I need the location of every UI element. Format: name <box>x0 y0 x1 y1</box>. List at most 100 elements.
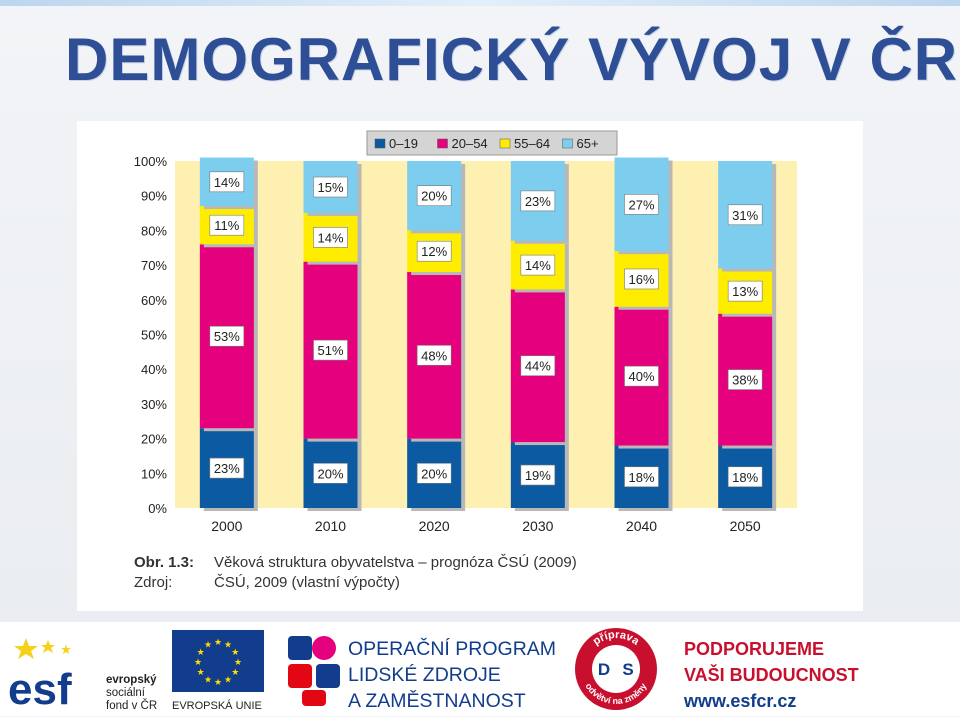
data-label-box <box>313 462 348 484</box>
data-label: 38% <box>732 373 758 388</box>
y-tick-label: 30% <box>141 397 167 412</box>
eu-star-icon: ★ <box>231 667 239 677</box>
y-tick-label: 50% <box>141 328 167 343</box>
caption-figure-text: Věková struktura obyvatelstva – prognóza… <box>214 554 577 571</box>
eu-flag-logo: ★ ★ ★ ★ ★ ★ ★ ★ ★ ★ ★ ★ EVROPSKÁ UNIE <box>172 630 264 712</box>
data-label: 18% <box>628 470 654 485</box>
data-label: 20% <box>421 189 447 204</box>
data-label-box <box>209 325 245 347</box>
x-tick-label: 2000 <box>211 518 242 534</box>
eu-star-icon: ★ <box>204 674 212 684</box>
data-label: 48% <box>421 348 447 363</box>
data-label: 18% <box>732 470 758 485</box>
eu-star-icon: ★ <box>224 674 232 684</box>
legend-label: 20–54 <box>452 136 488 151</box>
data-label-box <box>624 268 659 290</box>
data-label-box <box>727 369 763 390</box>
x-tick-label: 2020 <box>419 518 450 534</box>
legend-label: 55–64 <box>514 136 550 151</box>
data-label-box <box>624 466 659 488</box>
data-label: 20% <box>421 466 447 481</box>
figure-caption: Obr. 1.3: Věková struktura obyvatelstva … <box>134 553 577 593</box>
data-label-box <box>313 176 348 198</box>
eu-star-icon: ★ <box>234 657 242 667</box>
data-label: 44% <box>525 359 551 374</box>
data-label-box <box>209 171 245 193</box>
data-label-box <box>416 185 452 206</box>
caption-source-text: ČSÚ, 2009 (vlastní výpočty) <box>214 574 400 591</box>
data-label: 19% <box>525 468 551 483</box>
data-label-box <box>209 214 245 236</box>
support-line1: PODPORUJEME <box>684 639 825 659</box>
x-tick-label: 2010 <box>315 518 346 534</box>
eu-star-icon: ★ <box>214 637 222 647</box>
data-label-box <box>416 240 452 262</box>
y-tick-label: 90% <box>141 189 167 204</box>
data-label-box <box>624 194 659 215</box>
x-tick-label: 2050 <box>730 518 761 534</box>
eu-star-icon: ★ <box>214 677 222 687</box>
y-tick-label: 20% <box>141 432 167 447</box>
esf-label-line1: evropský <box>106 674 157 686</box>
esf-label-line3: fond v ČR <box>106 700 158 712</box>
data-label: 12% <box>421 244 447 259</box>
data-label-box <box>313 339 348 361</box>
eu-star-icon: ★ <box>194 657 202 667</box>
data-label-box <box>416 345 452 366</box>
data-label-box <box>727 466 763 488</box>
y-tick-label: 70% <box>141 258 167 273</box>
data-label: 40% <box>628 369 654 384</box>
op-lzz-text: OPERAČNÍ PROGRAM LIDSKÉ ZDROJE A ZAMĚSTN… <box>348 636 556 714</box>
footer-logos: esf evropský sociální fond v ČR ★ ★ ★ ★ ★ ★ ★ ★… <box>0 622 960 716</box>
data-label: 16% <box>628 272 654 287</box>
data-label: 13% <box>732 284 758 299</box>
data-label-box <box>209 457 245 479</box>
data-label-box <box>520 254 556 276</box>
data-label-box <box>313 227 348 248</box>
caption-source-label: Zdroj: <box>134 574 173 591</box>
data-label: 51% <box>317 343 343 358</box>
figure-panel: 0% 10% 20% 30% 40% 50% 60% 70% 80% 90% 100% 0–19 20–… <box>77 121 863 611</box>
top-accent-bar <box>0 0 960 6</box>
data-label-box <box>416 462 452 484</box>
y-tick-label: 10% <box>141 466 167 481</box>
data-label-box <box>520 190 556 212</box>
legend-swatch <box>499 138 511 149</box>
y-tick-label: 100% <box>134 154 168 169</box>
op-line2: LIDSKÉ ZDROJE <box>348 664 501 686</box>
data-label: 23% <box>525 194 551 209</box>
data-label-box <box>727 280 763 302</box>
eu-star-icon: ★ <box>231 647 239 657</box>
y-tick-label: 0% <box>148 501 167 516</box>
legend-label: 65+ <box>577 136 599 151</box>
eu-label: EVROPSKÁ UNIE <box>172 700 262 712</box>
esf-label-line2: sociální <box>106 687 145 699</box>
eu-star-icon: ★ <box>197 647 205 657</box>
op-lzz-logo-icon <box>284 630 344 710</box>
plot-background <box>175 161 797 508</box>
data-label: 14% <box>317 230 343 245</box>
data-label-box <box>727 204 763 226</box>
support-line2: VAŠI BUDOUCNOST <box>684 665 859 685</box>
data-label: 53% <box>214 329 240 344</box>
support-slogan: PODPORUJEME VAŠI BUDOUCNOST www.esfcr.cz <box>684 636 859 714</box>
data-label: 23% <box>214 461 240 476</box>
eu-flag-icon: ★ ★ ★ ★ ★ ★ ★ ★ ★ ★ ★ ★ <box>172 630 264 692</box>
y-tick-label: 40% <box>141 362 167 377</box>
data-label: 14% <box>525 258 551 273</box>
data-label: 14% <box>214 175 240 190</box>
data-label: 20% <box>317 466 343 481</box>
eu-star-icon: ★ <box>224 640 232 650</box>
support-url-link[interactable]: www.esfcr.cz <box>684 691 797 711</box>
data-label: 15% <box>317 180 343 195</box>
data-label: 27% <box>628 197 654 212</box>
legend-box <box>366 130 618 156</box>
x-tick-label: 2040 <box>626 518 657 534</box>
ds-letter-d: D <box>598 660 610 679</box>
slide-title: DEMOGRAFICKÝ VÝVOJ V ČR <box>65 26 959 93</box>
data-label: 11% <box>214 218 239 233</box>
y-tick-label: 80% <box>141 223 167 238</box>
data-label-box <box>624 365 659 387</box>
legend-swatch <box>437 138 448 149</box>
stacked-bar-chart: 0% 10% 20% 30% 40% 50% 60% 70% 80% 90% 100% 0–19 20–… <box>134 130 797 534</box>
